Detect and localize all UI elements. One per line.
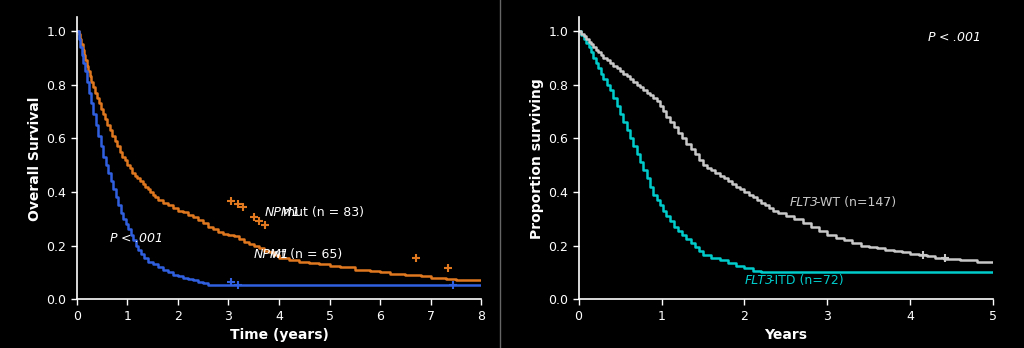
Y-axis label: Proportion surviving: Proportion surviving xyxy=(530,78,544,239)
Text: NPM1: NPM1 xyxy=(265,206,300,219)
Text: -ITD (n=72): -ITD (n=72) xyxy=(770,274,844,287)
Text: -WT (n=147): -WT (n=147) xyxy=(816,196,896,209)
Text: mut (n = 83): mut (n = 83) xyxy=(283,206,364,219)
Text: FLT3: FLT3 xyxy=(791,196,819,209)
Y-axis label: Overall Survival: Overall Survival xyxy=(29,96,42,221)
X-axis label: Years: Years xyxy=(765,328,807,342)
X-axis label: Time (years): Time (years) xyxy=(229,328,329,342)
Text: $P$ < .001: $P$ < .001 xyxy=(927,31,981,44)
Text: FLT3: FLT3 xyxy=(744,274,773,287)
Text: wt (n = 65): wt (n = 65) xyxy=(271,248,343,261)
Text: NPM1: NPM1 xyxy=(254,248,290,261)
Text: $P$ < .001: $P$ < .001 xyxy=(110,232,163,245)
